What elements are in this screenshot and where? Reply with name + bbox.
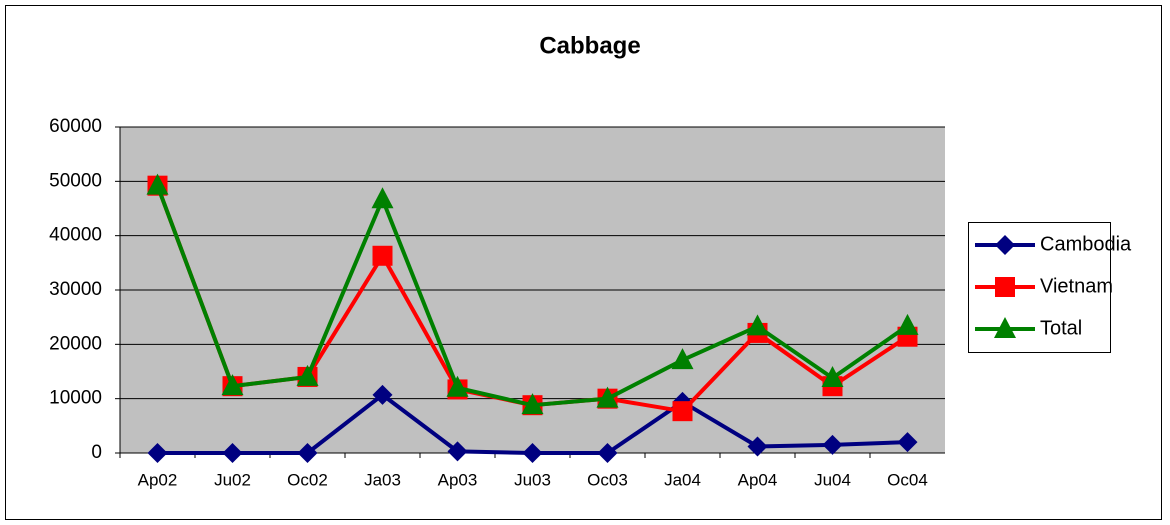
marker bbox=[372, 384, 393, 405]
marker bbox=[596, 386, 619, 408]
marker bbox=[521, 393, 544, 415]
legend-label: Total bbox=[1040, 317, 1082, 339]
marker bbox=[447, 441, 468, 462]
x-tick-label: Ju02 bbox=[214, 470, 251, 489]
marker bbox=[747, 436, 768, 457]
x-tick-label: Ap04 bbox=[738, 470, 778, 489]
marker bbox=[821, 366, 844, 388]
x-tick-label: Oc03 bbox=[587, 470, 628, 489]
x-tick-label: Oc04 bbox=[887, 470, 928, 489]
x-tick-label: Ju04 bbox=[814, 470, 851, 489]
marker bbox=[746, 314, 769, 336]
marker bbox=[371, 187, 394, 209]
marker bbox=[597, 443, 618, 463]
y-tick-label: 50000 bbox=[49, 170, 102, 191]
marker bbox=[147, 443, 168, 463]
marker bbox=[221, 374, 244, 396]
y-tick-label: 10000 bbox=[49, 388, 102, 409]
legend-label: Cambodia bbox=[1040, 233, 1132, 255]
marker bbox=[146, 173, 169, 195]
marker bbox=[222, 443, 243, 463]
y-tick-label: 30000 bbox=[49, 279, 102, 300]
x-tick-label: Ja04 bbox=[664, 470, 701, 489]
marker bbox=[296, 364, 319, 386]
x-tick-label: Ja03 bbox=[364, 470, 401, 489]
marker bbox=[897, 432, 918, 453]
marker bbox=[446, 375, 469, 397]
marker bbox=[671, 348, 694, 370]
marker bbox=[896, 313, 919, 335]
y-tick-label: 20000 bbox=[49, 333, 102, 354]
marker bbox=[297, 443, 318, 463]
legend-label: Vietnam bbox=[1040, 275, 1113, 297]
y-tick-label: 0 bbox=[91, 442, 102, 463]
legend-marker bbox=[995, 277, 1015, 297]
x-tick-label: Ju03 bbox=[514, 470, 551, 489]
x-tick-label: Oc02 bbox=[287, 470, 328, 489]
legend-marker bbox=[994, 317, 1016, 338]
chart-title: Cabbage bbox=[539, 32, 640, 59]
legend-marker bbox=[995, 235, 1015, 255]
x-tick-label: Ap03 bbox=[438, 470, 478, 489]
marker bbox=[672, 401, 693, 422]
marker bbox=[372, 245, 393, 266]
y-tick-label: 60000 bbox=[49, 116, 102, 137]
marker bbox=[522, 443, 543, 463]
x-tick-label: Ap02 bbox=[138, 470, 178, 489]
marker bbox=[822, 434, 843, 455]
y-tick-label: 40000 bbox=[49, 225, 102, 246]
